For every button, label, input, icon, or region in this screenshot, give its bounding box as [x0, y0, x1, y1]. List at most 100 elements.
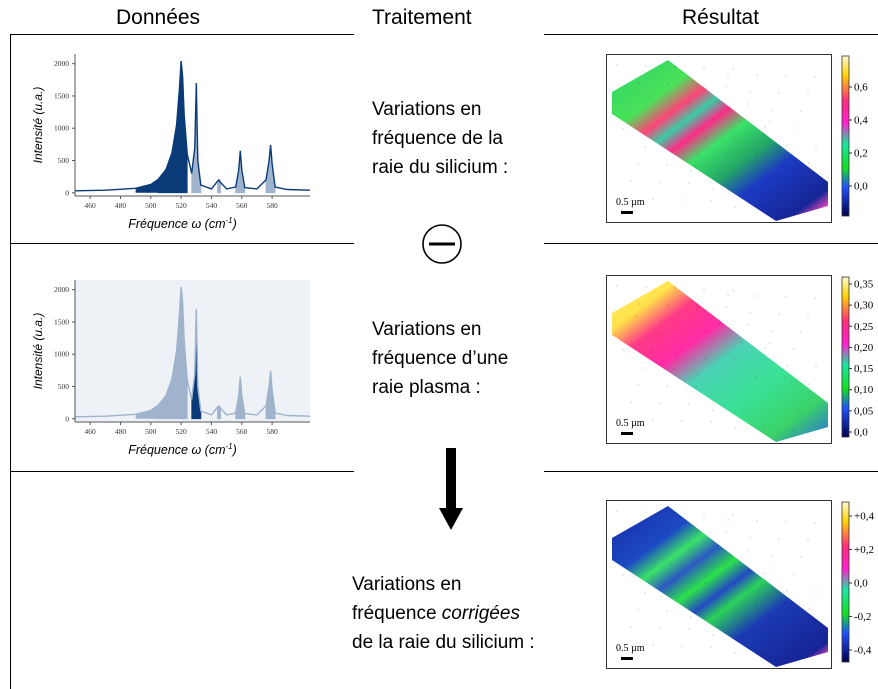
texture-dot	[727, 519, 729, 521]
x-tick-label: 460	[85, 427, 97, 436]
texture-dot	[807, 539, 809, 541]
colorbar	[841, 276, 850, 438]
texture-dot	[727, 294, 729, 296]
texture-dot	[777, 173, 779, 175]
texture-dot	[645, 286, 647, 288]
texture-dot	[725, 85, 727, 87]
texture-dot	[674, 66, 676, 68]
texture-dot	[712, 634, 714, 636]
texture-dot	[793, 348, 795, 350]
texture-dot	[733, 358, 735, 360]
texture-dot	[755, 601, 757, 603]
x-tick-label: 540	[206, 201, 218, 210]
texture-dot	[778, 538, 780, 540]
map-corrected-shift: 0.5 µm +0,4 +0,2 0,0 -0,2 -0,4	[606, 500, 874, 669]
x-tick-label: 500	[145, 201, 157, 210]
sample-strip	[612, 281, 828, 442]
texture-dot	[808, 608, 810, 610]
texture-dot	[741, 635, 743, 637]
texture-dot	[718, 323, 720, 325]
texture-dot	[733, 583, 735, 585]
y-axis-label: Intensité (u.a.)	[31, 87, 45, 164]
texture-dot	[653, 338, 655, 340]
colorbar-tick-label: 0,30	[854, 300, 874, 312]
scale-bar-label: 0.5 µm	[616, 197, 645, 208]
texture-dot	[695, 611, 697, 613]
texture-dot	[659, 181, 661, 183]
texture-dot	[696, 530, 698, 532]
texture-dot	[725, 306, 727, 308]
texture-dot	[764, 572, 766, 574]
texture-dot	[807, 93, 809, 95]
map-silicon-shift: 0.5 µm 0,6 0,4 0,2 0,0	[606, 54, 868, 223]
texture-dot	[682, 564, 684, 566]
scale-bar-label: 0.5 µm	[616, 418, 645, 429]
colorbar-tick-label: 0,35	[854, 279, 874, 291]
texture-dot	[636, 315, 638, 317]
texture-dot	[658, 112, 660, 114]
row3-description: Variations en fréquence corrigées de la …	[352, 574, 535, 653]
texture-dot	[769, 567, 771, 569]
spectrum-line	[74, 287, 311, 418]
x-axis-label: Fréquence ω (cm-1)	[128, 216, 237, 231]
texture-dot	[725, 531, 727, 533]
texture-dot	[799, 637, 801, 639]
texture-dot	[651, 129, 653, 131]
texture-dot	[734, 206, 736, 208]
texture-dot	[629, 332, 631, 334]
texture-dot	[747, 103, 749, 105]
texture-dot	[740, 341, 742, 343]
texture-dot	[644, 146, 646, 148]
texture-dot	[710, 200, 712, 202]
x-tick-label: 520	[176, 427, 188, 436]
colorbar-tick-label: 0,25	[854, 321, 874, 333]
texture-dot	[763, 428, 765, 430]
texture-dot	[673, 368, 675, 370]
header-resultat: Résultat	[682, 6, 760, 29]
minus-circle-icon	[422, 224, 462, 264]
texture-dot	[675, 581, 677, 583]
texture-dot	[792, 429, 794, 431]
texture-dot	[666, 164, 668, 166]
scale-bar	[621, 211, 633, 214]
texture-dot	[792, 654, 794, 656]
y-tick-label: 500	[58, 156, 70, 165]
texture-dot	[688, 403, 690, 405]
y-tick-label: 1500	[54, 317, 69, 326]
texture-dot	[638, 303, 640, 305]
texture-dot	[770, 411, 772, 413]
x-axis-label: Fréquence ω (cm-1)	[128, 442, 237, 457]
x-tick-label: 480	[115, 427, 127, 436]
colorbar-tick-label: 0,6	[854, 82, 868, 94]
texture-dot	[764, 126, 766, 128]
texture-dot	[784, 602, 786, 604]
texture-dot	[674, 512, 676, 514]
texture-dot	[659, 402, 661, 404]
texture-dot	[726, 154, 728, 156]
texture-dot	[660, 546, 662, 548]
texture-dot	[681, 645, 683, 647]
texture-dot	[786, 590, 788, 592]
colorbar	[841, 55, 850, 217]
texture-dot	[673, 593, 675, 595]
texture-dot	[652, 198, 654, 200]
texture-dot	[622, 574, 624, 576]
y-tick-label: 1500	[54, 91, 69, 100]
texture-dot	[777, 619, 779, 621]
colorbar	[841, 501, 850, 663]
texture-dot	[800, 556, 802, 558]
texture-dot	[807, 314, 809, 316]
row-divider-2-left	[10, 471, 354, 472]
texture-dot	[703, 67, 705, 69]
row2-description: Variations en fréquence d’une raie plasma …	[372, 319, 509, 398]
texture-dot	[748, 618, 750, 620]
texture-dot	[726, 600, 728, 602]
texture-dot	[653, 117, 655, 119]
y-axis-label: Intensité (u.a.)	[31, 313, 45, 390]
texture-dot	[644, 367, 646, 369]
texture-dot	[690, 391, 692, 393]
texture-dot	[727, 73, 729, 75]
texture-dot	[749, 312, 751, 314]
colorbar-tick-label: 0,10	[854, 384, 874, 396]
spectrum-silicon-chart: 460 480 500 520 540 560 580 0 500 1000 1500 2000 Int…	[31, 54, 311, 231]
